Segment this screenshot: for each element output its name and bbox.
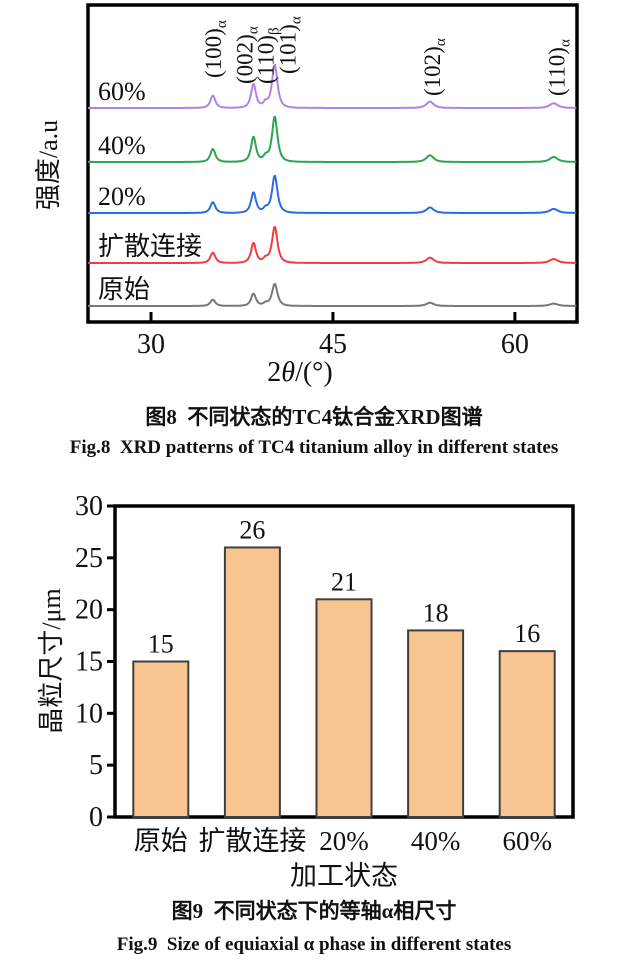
y-tick-label: 0	[89, 802, 103, 833]
trace-label-60%: 60%	[98, 77, 146, 106]
bar-value-label: 16	[514, 619, 540, 648]
peak-label-(110)α: (110)α	[545, 39, 574, 96]
peak-label-(101)α: (101)α	[276, 16, 305, 74]
x-tick-label: 45	[319, 329, 347, 360]
bar-扩散连接	[223, 546, 281, 818]
x-tick-label: 30	[137, 329, 165, 360]
trace-label-扩散连接: 扩散连接	[98, 232, 202, 261]
peak-label-(102)α: (102)α	[420, 38, 449, 96]
y-tick-label: 30	[75, 491, 103, 522]
category-label-40%: 40%	[411, 826, 461, 856]
category-label-60%: 60%	[502, 826, 552, 856]
bar-40%	[407, 629, 465, 818]
x-axis-title: 2θ/(°)	[267, 357, 332, 388]
xrd-trace-60%	[87, 63, 577, 109]
grain-size-bar-chart: 0 5 10 15 20 25 30 15 原始 26 扩散连接 21 20% 18 40% 16 60% 加工状…	[37, 491, 575, 891]
fig9-caption-chinese: 图9 不同状态下的等轴α相尺寸	[171, 899, 457, 923]
y-tick-label: 20	[75, 595, 103, 626]
bar-value-label: 18	[423, 598, 449, 627]
bar-value-label: 15	[148, 630, 174, 659]
bar-value-label: 21	[331, 567, 357, 596]
trace-label-20%: 20%	[98, 182, 146, 211]
peak-label-(110)β: (110)β	[254, 27, 283, 84]
fig8-caption-chinese: 图8 不同状态的TC4钛合金XRD图谱	[145, 405, 483, 429]
y-axis-title: 晶粒尺寸/μm	[37, 588, 66, 733]
xrd-trace-原始	[87, 282, 577, 307]
trace-label-原始: 原始	[98, 275, 150, 304]
peak-label-(002)α: (002)α	[232, 26, 261, 84]
category-label-扩散连接: 扩散连接	[198, 826, 306, 856]
bar-value-label: 26	[239, 515, 265, 544]
xrd-trace-40%	[87, 115, 577, 163]
bar-20%	[315, 598, 373, 818]
bar-原始	[132, 660, 190, 818]
y-tick-label: 25	[75, 543, 103, 574]
bar-60%	[498, 650, 556, 818]
y-tick-label: 15	[75, 647, 103, 678]
fig9-caption-english: Fig.9 Size of equiaxial α phase in diffe…	[116, 934, 512, 955]
category-label-原始: 原始	[134, 826, 188, 856]
category-label-20%: 20%	[319, 826, 369, 856]
x-axis-title: 加工状态	[290, 861, 398, 891]
y-tick-label: 10	[75, 698, 103, 729]
y-tick-label: 5	[89, 750, 103, 781]
fig8-caption-english: Fig.8 XRD patterns of TC4 titanium alloy…	[69, 437, 559, 458]
x-tick-label: 60	[501, 329, 529, 360]
y-axis-title: 强度/a.u	[34, 120, 63, 210]
peak-label-(100)α: (100)α	[201, 20, 230, 78]
xrd-trace-扩散连接	[87, 225, 577, 264]
trace-label-40%: 40%	[98, 131, 146, 160]
xrd-trace-20%	[87, 174, 577, 214]
xrd-plot-frame	[86, 3, 579, 324]
